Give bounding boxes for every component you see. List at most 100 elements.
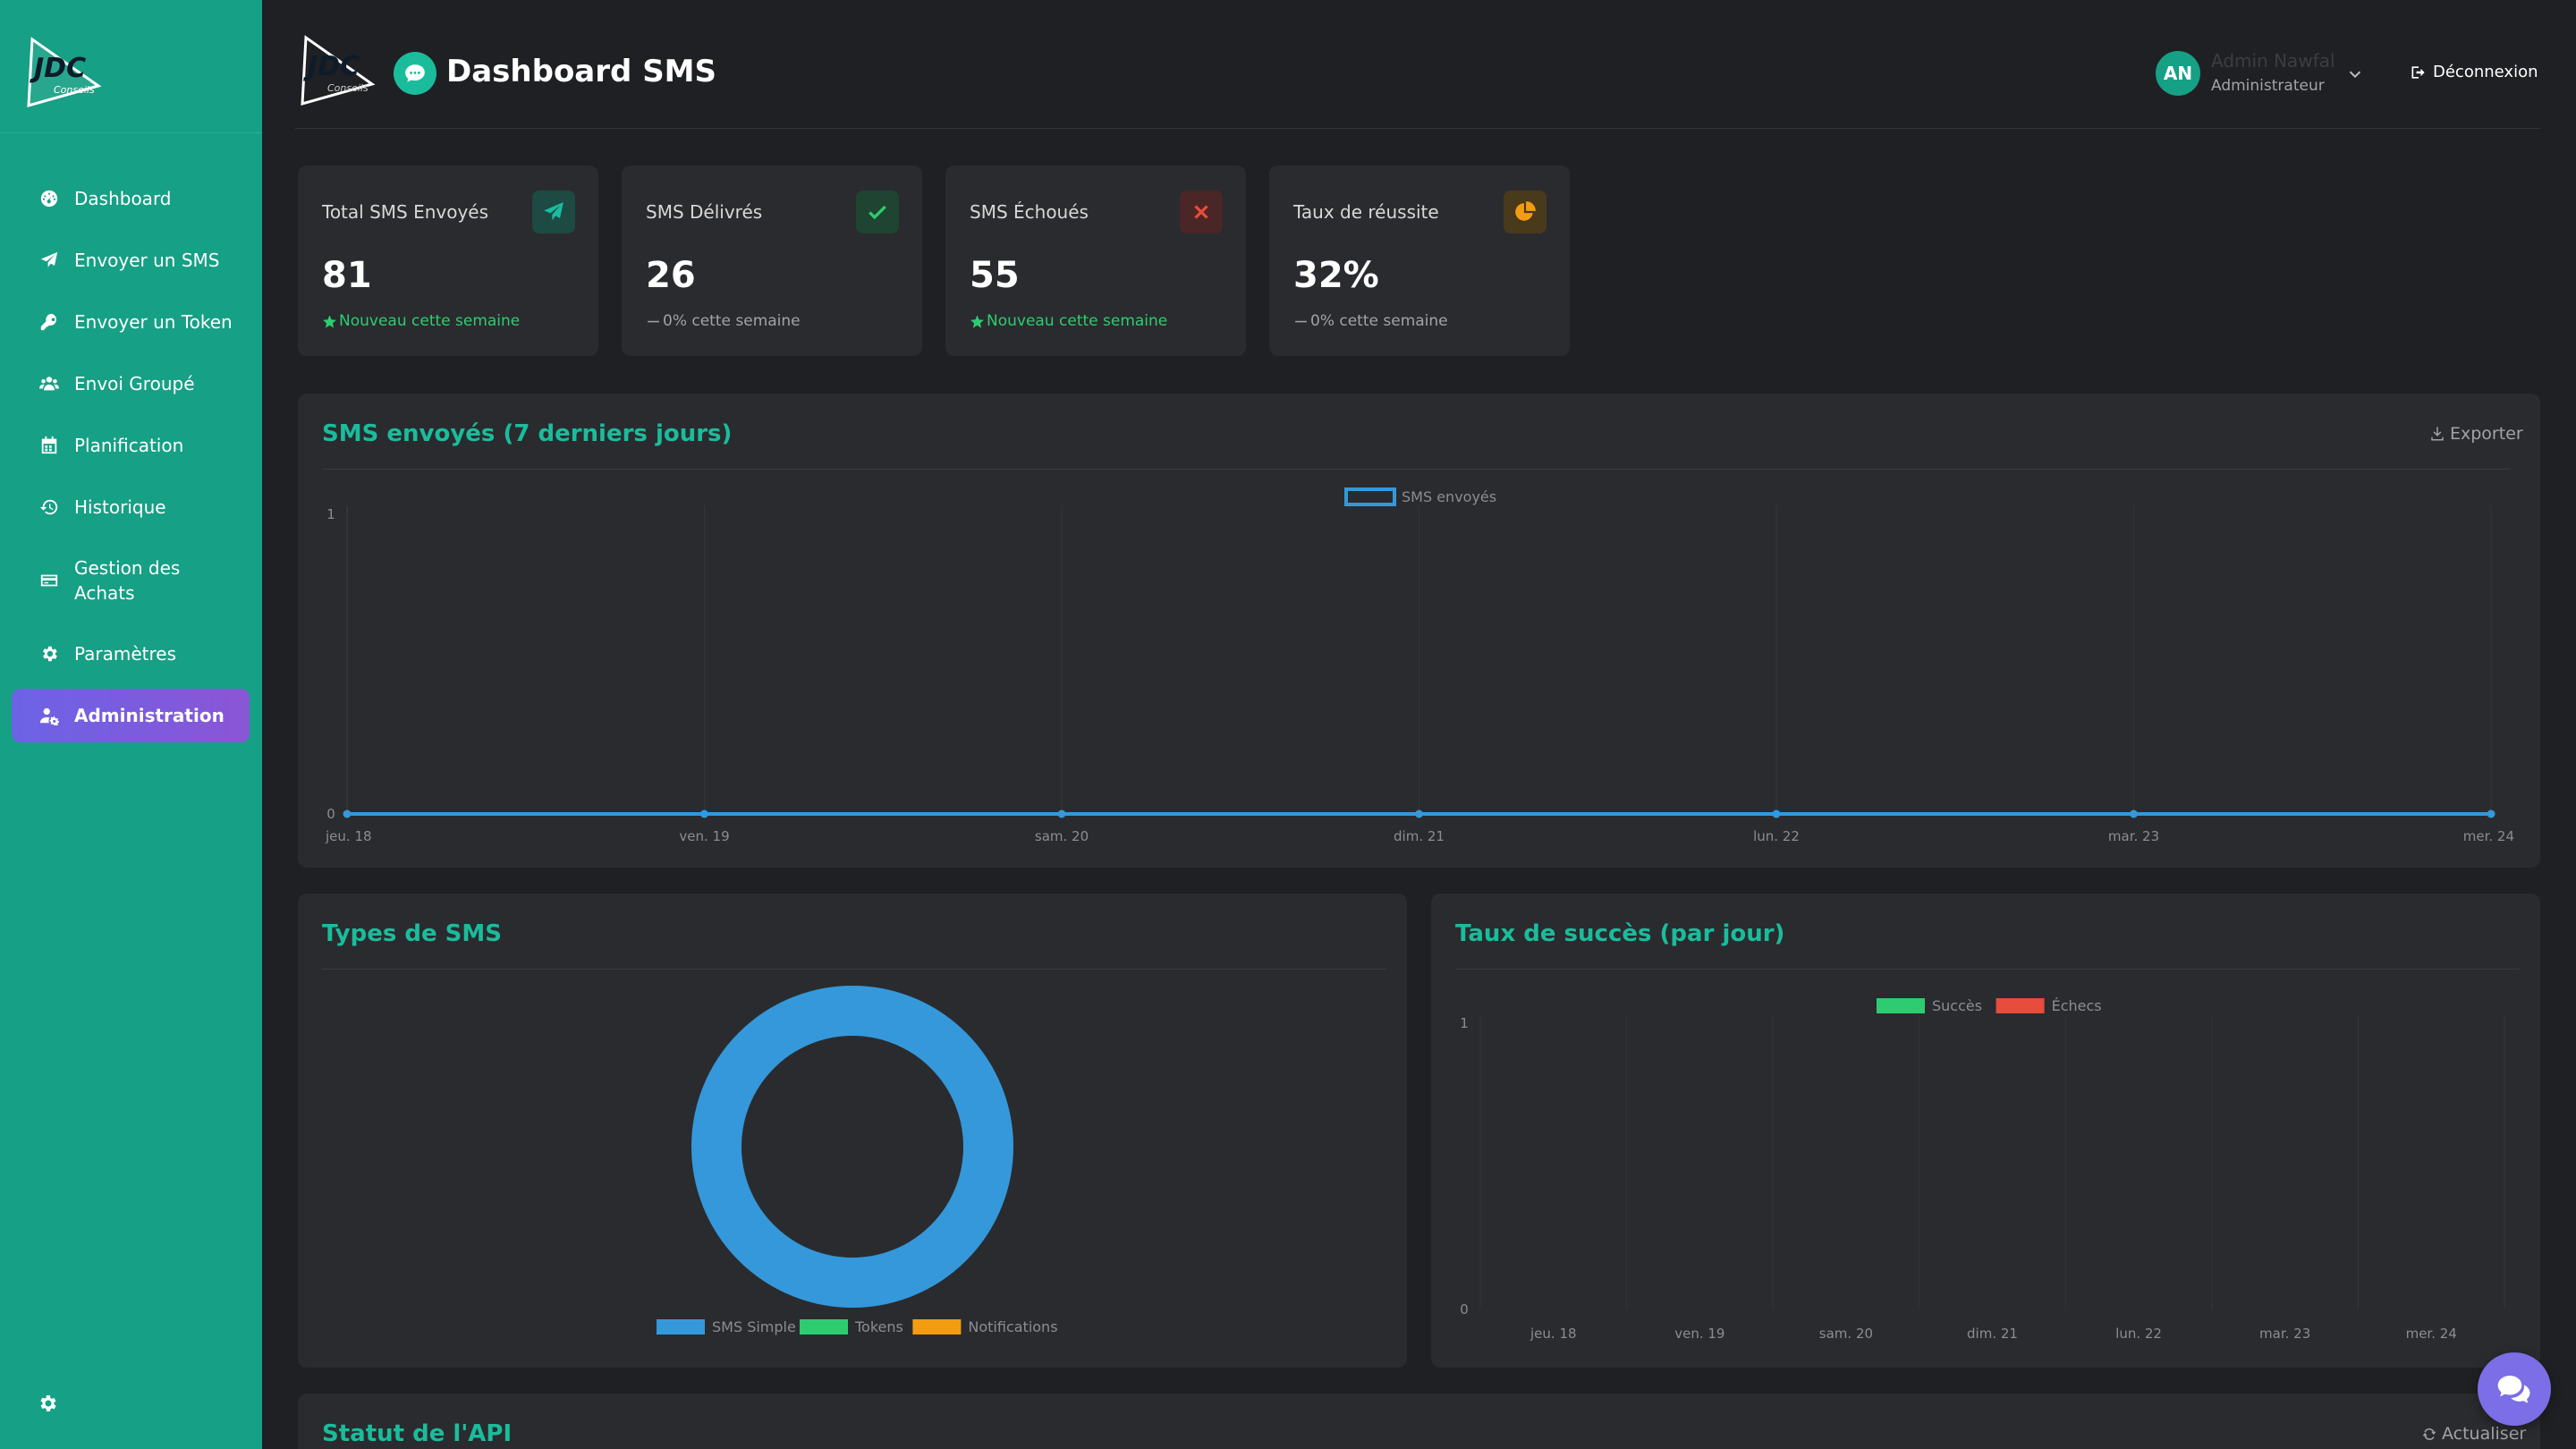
header-divider [295, 128, 2540, 129]
legend-label: SMS Simple [712, 1318, 796, 1335]
download-icon [2431, 427, 2444, 441]
panel-divider [322, 469, 2511, 470]
pie-slice [691, 986, 1013, 1308]
legend-swatch [657, 1319, 705, 1335]
header-logo[interactable]: JDC Conseils [295, 32, 377, 109]
x-tick-label: dim. 21 [1967, 1326, 2018, 1342]
svg-text:Conseils: Conseils [327, 82, 369, 94]
page-title: Dashboard SMS [446, 54, 716, 89]
paper-plane-icon [532, 191, 575, 233]
sidebar-item-purchases[interactable]: Gestion des Achats [12, 549, 250, 612]
brand-logo[interactable]: JDC Conseils [21, 34, 104, 111]
star-icon [323, 314, 336, 328]
chat-support-button[interactable] [2478, 1352, 2551, 1426]
user-cog-icon [37, 703, 62, 728]
legend-label: Tokens [854, 1318, 903, 1335]
avatar[interactable]: AN [2156, 51, 2200, 96]
refresh-button[interactable]: Actualiser [2421, 1424, 2526, 1444]
stat-trend: 0% cette semaine [646, 312, 801, 330]
legend-label: Notifications [968, 1318, 1057, 1335]
panel-divider [322, 969, 1386, 970]
stat-value: 81 [322, 255, 372, 296]
stat-trend-text: 0% cette semaine [1310, 312, 1448, 330]
x-tick-label: jeu. 18 [325, 828, 372, 844]
data-point [2487, 809, 2496, 818]
key-icon [37, 309, 62, 335]
gauge-icon [37, 186, 62, 211]
x-tick-label: sam. 20 [1035, 828, 1089, 844]
refresh-label: Actualiser [2442, 1424, 2527, 1444]
chevron-down-icon [2349, 71, 2361, 79]
stat-card-failed: SMS Échoués 55 Nouveau cette semaine [945, 165, 1246, 356]
user-name[interactable]: Admin Nawfal [2211, 50, 2335, 72]
sidebar-item-history[interactable]: Historique [12, 480, 250, 534]
x-tick-label: mer. 24 [2463, 828, 2514, 844]
sms-sent-line-chart: 0 1 jeu. 18 ven. 19 sam. 20 dim. 21 lun. 22 mar… [325, 487, 2514, 844]
data-point [1772, 809, 1781, 818]
data-point [2130, 809, 2138, 818]
x-tick-label: mar. 23 [2108, 828, 2159, 844]
pie-chart-icon [1504, 191, 1546, 233]
theme-settings-button[interactable] [32, 1388, 63, 1419]
paper-plane-icon [37, 248, 62, 273]
chat-bubble-icon [394, 52, 436, 95]
stat-trend-text: Nouveau cette semaine [339, 312, 521, 330]
user-role: Administrateur [2211, 77, 2325, 95]
stat-value: 32% [1293, 255, 1379, 296]
check-icon [856, 191, 899, 233]
legend-label: Échecs [2052, 997, 2102, 1014]
export-button[interactable]: Exporter [2429, 424, 2523, 444]
sidebar: JDC Conseils Dashboard Envoyer un SMS En… [0, 0, 262, 1449]
close-icon [1180, 191, 1223, 233]
users-icon [37, 371, 62, 396]
x-tick-label: lun. 22 [1753, 828, 1800, 844]
x-tick-label: lun. 22 [2115, 1326, 2162, 1342]
panel-title: Types de SMS [322, 920, 502, 947]
panel-title: Statut de l'API [322, 1420, 513, 1447]
logout-label: Déconnexion [2433, 63, 2538, 81]
gear-icon [37, 641, 62, 666]
panel-title: Taux de succès (par jour) [1455, 920, 1785, 947]
legend-label: Succès [1932, 997, 1982, 1014]
data-point [343, 809, 352, 818]
sidebar-item-label: Gestion des Achats [74, 557, 181, 604]
stat-label: SMS Délivrés [646, 201, 763, 223]
credit-card-icon [37, 568, 62, 593]
stat-card-delivered: SMS Délivrés 26 0% cette semaine [622, 165, 922, 356]
star-icon [970, 314, 984, 328]
logout-button[interactable]: Déconnexion [2410, 63, 2538, 81]
legend-swatch [912, 1319, 962, 1335]
sidebar-item-label: Paramètres [74, 643, 177, 665]
svg-text:Conseils: Conseils [54, 84, 95, 96]
sidebar-item-label: Administration [74, 705, 225, 726]
panel-divider [1455, 969, 2520, 970]
sidebar-item-administration[interactable]: Administration [12, 689, 250, 742]
legend-swatch [800, 1319, 848, 1335]
sidebar-item-planning[interactable]: Planification [12, 419, 250, 472]
stat-trend: Nouveau cette semaine [970, 312, 1167, 330]
sidebar-item-group-send[interactable]: Envoi Groupé [12, 357, 250, 411]
stat-label: Taux de réussite [1293, 201, 1439, 223]
sidebar-item-settings[interactable]: Paramètres [12, 627, 250, 681]
x-tick-label: ven. 19 [679, 828, 729, 844]
stat-label: Total SMS Envoyés [322, 201, 489, 223]
sidebar-item-send-sms[interactable]: Envoyer un SMS [12, 233, 250, 287]
user-menu-toggle[interactable] [2345, 64, 2365, 84]
x-tick-label: dim. 21 [1394, 828, 1445, 844]
legend-swatch [1996, 998, 2045, 1013]
sidebar-item-send-token[interactable]: Envoyer un Token [12, 295, 250, 349]
history-icon [37, 495, 62, 520]
y-tick-label: 1 [326, 506, 335, 522]
legend-swatch [1344, 487, 1396, 506]
api-status-panel: Statut de l'API Actualiser [298, 1394, 2540, 1449]
sidebar-item-label: Historique [74, 496, 166, 518]
success-rate-panel: Taux de succès (par jour) 0 1 jeu. 18 ven. … [1431, 894, 2540, 1368]
svg-text:JDC: JDC [303, 51, 360, 82]
data-point [700, 809, 708, 818]
sms-types-panel: Types de SMS SMS Simple Tokens Notificatio… [298, 894, 1407, 1368]
sidebar-item-label: Dashboard [74, 188, 172, 209]
sidebar-item-dashboard[interactable]: Dashboard [12, 172, 250, 225]
panel-title: SMS envoyés (7 derniers jours) [322, 420, 733, 447]
stat-value: 26 [646, 255, 696, 296]
refresh-icon [2422, 1428, 2436, 1440]
